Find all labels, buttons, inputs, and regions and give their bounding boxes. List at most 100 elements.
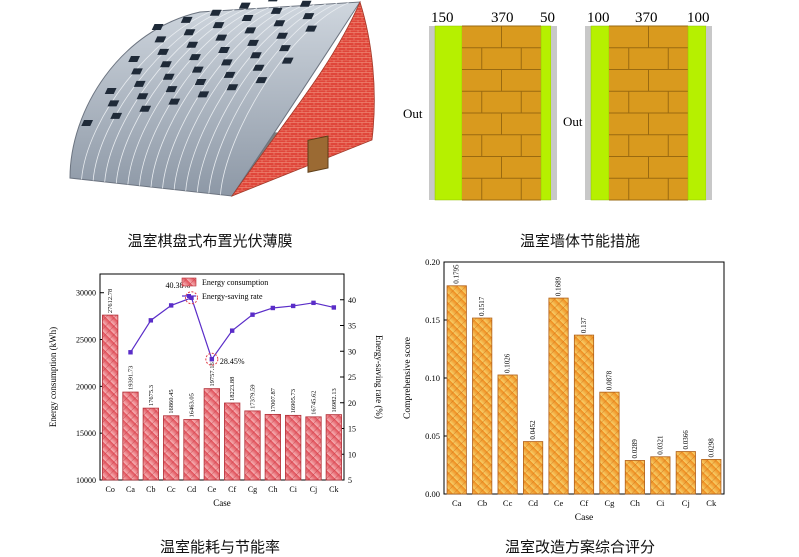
score-bar: [548, 297, 569, 495]
pv-film-panel: [154, 36, 167, 43]
score-bar-label: 0.1517: [478, 296, 486, 316]
min-rate-annotation: 28.45%: [220, 357, 245, 366]
pv-film-panel: [247, 39, 259, 46]
legend-rate-swatch: [187, 294, 191, 298]
x-tick-label: Ca: [452, 498, 462, 508]
greenhouse-caption: 温室棋盘式布置光伏薄膜: [127, 232, 293, 250]
saving-rate-point: [209, 357, 215, 362]
y2-tick-label: 35: [348, 322, 356, 331]
score-bar-label: 0.0298: [707, 438, 715, 458]
pv-film-panel: [160, 61, 172, 68]
greenhouse-illustration: [69, 0, 375, 197]
y2-axis-label: Energy-saving rate (%): [374, 335, 384, 419]
energy-bar-label: 16982.13: [331, 388, 338, 412]
pv-film-panel: [110, 112, 123, 119]
pv-film-panel: [180, 16, 193, 23]
x-tick-label: Cf: [228, 485, 236, 494]
pv-film-panel: [165, 86, 178, 93]
pv-film-panel: [223, 71, 236, 78]
energy-bar-label: 16745.62: [311, 390, 318, 414]
wall-right-out: Out: [563, 114, 583, 129]
y-tick-label: 10000: [76, 476, 96, 485]
saving-rate-point: [229, 328, 235, 333]
x-tick-label: Cc: [503, 498, 513, 508]
score-bar-label: 0.0289: [631, 439, 639, 459]
score-bar: [624, 460, 645, 495]
pv-film-panel: [302, 13, 315, 20]
pv-film-panel: [276, 32, 289, 39]
wall-caption: 温室墙体节能措施: [519, 232, 640, 250]
score-bar: [497, 374, 518, 495]
score-bar-label: 0.0321: [656, 435, 664, 455]
y-tick-label: 0.20: [425, 257, 440, 267]
energy-bar-label: 16463.05: [189, 393, 196, 417]
saving-rate-point: [331, 305, 337, 310]
energy-bar-label: 19757.16: [209, 362, 216, 387]
energy-bar-label: 19391.73: [128, 366, 135, 390]
x-tick-label: Ce: [554, 498, 564, 508]
wall-right-dim-3: 100: [687, 10, 710, 26]
x-tick-label: Cg: [604, 498, 615, 508]
saving-rate-point: [168, 303, 174, 308]
legend-energy-label: Energy consumption: [202, 278, 268, 287]
pv-film-panel: [151, 24, 164, 30]
max-rate-annotation: 40.38%: [166, 281, 191, 290]
y-tick-label: 20000: [76, 382, 96, 391]
energy-bar-label: 16905.73: [290, 389, 297, 413]
score-bar-label: 0.0366: [682, 430, 690, 450]
legend-rate-label: Energy-saving rate: [202, 292, 263, 301]
y2-tick-label: 15: [348, 425, 356, 434]
wall-left-dim-3: 50: [540, 10, 555, 26]
x-tick-label: Cd: [187, 485, 196, 494]
greenhouse-panel: [60, 0, 380, 200]
score-bar-label: 0.1795: [453, 264, 461, 284]
score-bar: [472, 317, 493, 495]
pv-film-panel: [186, 41, 199, 48]
pv-film-panel: [226, 84, 239, 91]
energy-bar: [264, 413, 281, 481]
y2-tick-label: 10: [348, 450, 356, 459]
energy-bar: [203, 388, 220, 481]
y-tick-label: 25000: [76, 336, 96, 345]
x-tick-label: Cc: [167, 485, 176, 494]
y2-tick-label: 25: [348, 373, 356, 382]
x-tick-label: Cg: [248, 485, 257, 494]
energy-bar: [122, 391, 139, 481]
score-caption: 温室改造方案综合评分: [504, 538, 655, 556]
greenhouse-rib: [150, 6, 281, 188]
saving-rate-point: [270, 305, 276, 311]
wall-panel: Out 150 370 50 Out 100 370 100: [395, 0, 775, 210]
pv-film-panel: [183, 29, 196, 36]
x-tick-label: Ce: [207, 485, 216, 494]
wall-left-dim-1: 150: [431, 10, 454, 26]
wall-diagram: Out 150 370 50 Out 100 370 100: [403, 10, 712, 201]
energy-bar: [102, 314, 119, 481]
score-bar: [573, 334, 595, 495]
x-tick-label: Ci: [656, 498, 665, 508]
x-tick-label: Cj: [682, 498, 690, 508]
score-bar: [599, 391, 620, 495]
pv-film-panel: [197, 91, 210, 98]
y2-tick-label: 5: [348, 476, 352, 485]
pv-film-panel: [128, 56, 141, 62]
pv-film-panel: [136, 93, 149, 100]
y2-tick-label: 30: [348, 347, 356, 356]
pv-film-panel: [273, 20, 286, 27]
wall-right: Out 100 370 100: [563, 10, 712, 201]
x-tick-label: Ck: [706, 498, 717, 508]
x-tick-label: Cd: [528, 498, 539, 508]
score-bar: [675, 451, 696, 495]
greenhouse-rib: [208, 3, 338, 194]
pv-film-panel: [281, 57, 294, 64]
saving-rate-point: [290, 303, 296, 309]
greenhouse-rib: [162, 5, 292, 189]
saving-rate-point: [189, 295, 194, 300]
energy-bar-label: 16860.45: [168, 389, 175, 413]
pv-film-panel: [139, 105, 152, 112]
energy-bar: [183, 419, 200, 481]
y-axis-label: Comprehensive score: [403, 337, 413, 419]
pv-film-panel: [270, 7, 283, 14]
energy-bar: [224, 402, 241, 481]
pv-film-panel: [81, 120, 94, 126]
energy-bar: [285, 414, 302, 481]
